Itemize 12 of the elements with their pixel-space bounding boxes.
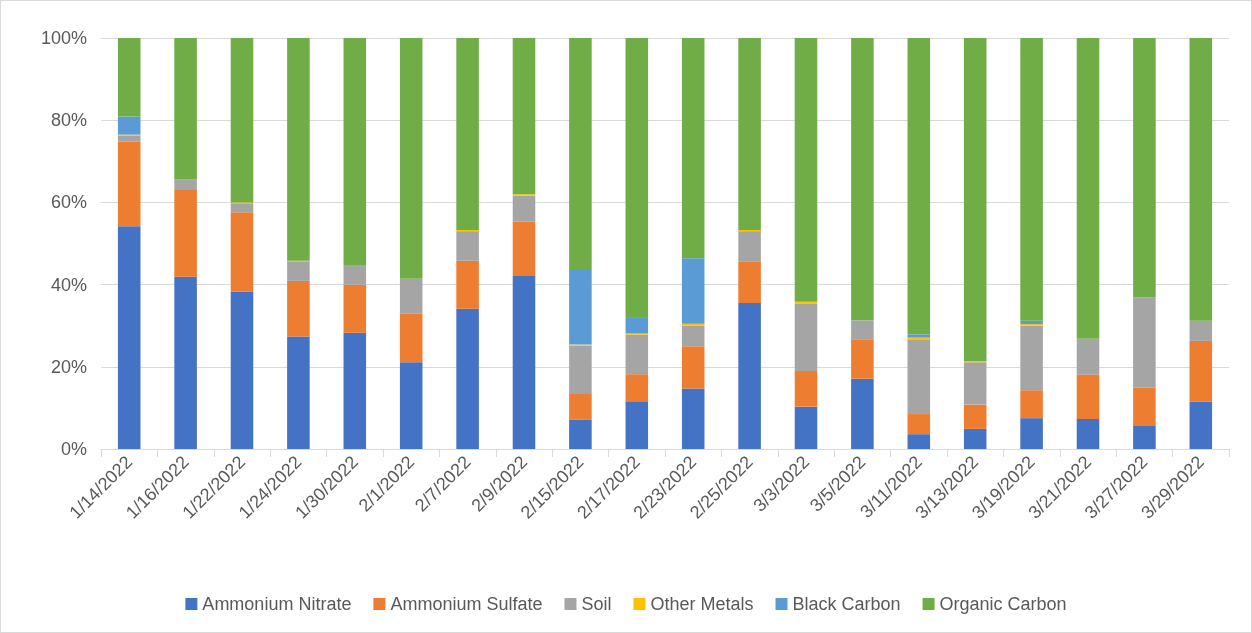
- legend-label: Ammonium Sulfate: [390, 594, 543, 614]
- y-tick-label: 80%: [50, 110, 87, 131]
- legend-label: Soil: [581, 594, 612, 614]
- y-tick-label: 20%: [50, 356, 87, 377]
- legend-label: Ammonium Nitrate: [202, 594, 352, 614]
- legend-label: Other Metals: [650, 594, 754, 614]
- y-tick-label: 100%: [40, 28, 87, 48]
- y-tick-label: 0%: [60, 439, 87, 459]
- y-tick-label: 40%: [50, 274, 87, 295]
- legend-label: Black Carbon: [792, 594, 901, 614]
- legend-label: Organic Carbon: [939, 594, 1067, 614]
- y-tick-label: 60%: [50, 192, 87, 213]
